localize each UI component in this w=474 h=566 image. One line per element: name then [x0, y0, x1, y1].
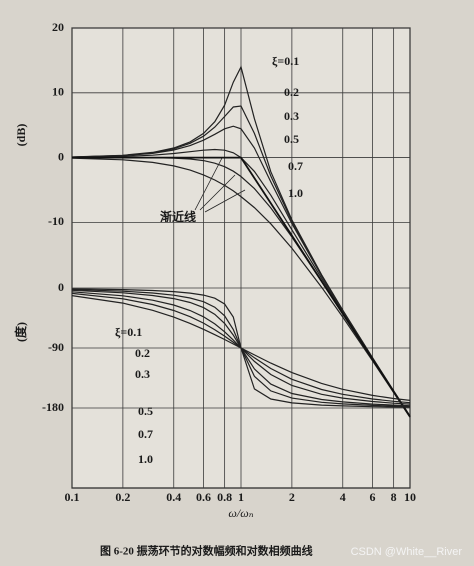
y2-tick-label: -180 [42, 400, 64, 414]
series-label: 0.7 [138, 427, 153, 441]
series-label: 1.0 [288, 186, 303, 200]
x-tick-label: 0.2 [115, 490, 130, 504]
y-tick-label: 10 [52, 85, 64, 99]
x-tick-label: 4 [340, 490, 346, 504]
curve [71, 291, 411, 405]
y2-tick-label: -90 [48, 340, 64, 354]
x-tick-label: 8 [391, 490, 397, 504]
curve [71, 157, 411, 418]
curve [71, 295, 411, 401]
x-tick-label: 0.4 [166, 490, 181, 504]
series-label: 0.2 [284, 85, 299, 99]
y-tick-label: 20 [52, 20, 64, 34]
y2-tick-label: 0 [58, 280, 64, 294]
series-label: 1.0 [138, 452, 153, 466]
series-label: ξ=0.1 [115, 325, 142, 339]
x-tick-label: 1 [238, 490, 244, 504]
x-tick-label: 0.1 [65, 490, 80, 504]
y-tick-label: 0 [58, 149, 64, 163]
y2-axis-label: (度) [13, 322, 28, 342]
curve [71, 288, 411, 408]
x-axis-label: ω/ωₙ [228, 506, 253, 520]
curve [72, 156, 411, 418]
curve [71, 289, 411, 407]
caption: 图 6-20 振荡环节的对数幅频和对数相频曲线 [100, 544, 313, 558]
series-label: ξ=0.1 [272, 54, 299, 68]
series-label: 0.3 [284, 109, 299, 123]
x-tick-label: 6 [370, 490, 376, 504]
curve [71, 292, 411, 404]
x-tick-label: 0.8 [217, 490, 232, 504]
x-tick-label: 0.6 [196, 490, 211, 504]
x-tick-label: 10 [404, 490, 416, 504]
curve [71, 288, 411, 408]
series-label: 0.5 [138, 404, 153, 418]
series-label: 0.7 [288, 159, 303, 173]
y-axis-label: (dB) [14, 124, 28, 147]
x-tick-label: 2 [289, 490, 295, 504]
series-label: 0.5 [284, 132, 299, 146]
watermark: CSDN @White__River [351, 546, 463, 558]
y-tick-label: -10 [48, 214, 64, 228]
series-label: 0.2 [135, 346, 150, 360]
annotation: 渐近线 [160, 209, 196, 224]
series-label: 0.3 [135, 367, 150, 381]
